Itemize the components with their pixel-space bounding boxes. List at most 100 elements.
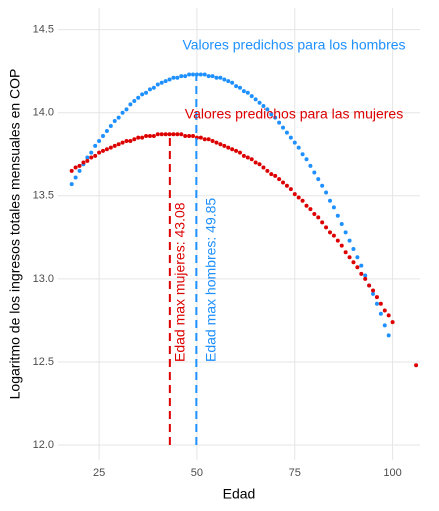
point bbox=[179, 132, 184, 137]
point bbox=[304, 203, 309, 208]
point bbox=[187, 133, 192, 138]
point bbox=[198, 72, 203, 77]
point bbox=[234, 84, 239, 89]
point bbox=[347, 238, 352, 243]
point bbox=[382, 323, 387, 328]
point bbox=[296, 195, 301, 200]
point bbox=[147, 133, 152, 138]
point bbox=[359, 271, 364, 276]
point bbox=[316, 177, 321, 182]
point bbox=[222, 143, 227, 148]
point bbox=[89, 150, 94, 155]
point bbox=[140, 92, 145, 97]
reference-label: Edad max mujeres: 43.08 bbox=[172, 202, 188, 362]
point bbox=[363, 276, 368, 281]
point bbox=[124, 138, 129, 143]
point bbox=[355, 255, 360, 260]
x-tick-label: 75 bbox=[289, 467, 301, 479]
point bbox=[363, 273, 368, 278]
point bbox=[269, 172, 274, 177]
point bbox=[351, 246, 356, 251]
point bbox=[120, 140, 125, 145]
reference-label: Edad max hombres: 49.85 bbox=[203, 198, 219, 362]
point bbox=[116, 115, 121, 120]
point bbox=[151, 133, 156, 138]
y-tick-label: 13.5 bbox=[33, 190, 54, 202]
point bbox=[108, 123, 113, 128]
point bbox=[374, 295, 379, 300]
point bbox=[104, 147, 109, 152]
point bbox=[257, 162, 262, 167]
point bbox=[245, 155, 250, 160]
point bbox=[183, 133, 188, 138]
point bbox=[112, 143, 117, 148]
point bbox=[281, 125, 286, 130]
point bbox=[288, 187, 293, 192]
point bbox=[116, 142, 121, 147]
point bbox=[144, 133, 149, 138]
point bbox=[171, 132, 176, 137]
point bbox=[179, 74, 184, 79]
point bbox=[296, 145, 301, 150]
point bbox=[218, 142, 223, 147]
point bbox=[202, 137, 207, 142]
point bbox=[136, 95, 141, 100]
point bbox=[253, 97, 258, 102]
point bbox=[155, 132, 160, 137]
point bbox=[191, 133, 196, 138]
point bbox=[351, 260, 356, 265]
point bbox=[198, 135, 203, 140]
series-label: Valores predichos para los hombres bbox=[182, 37, 405, 53]
point bbox=[331, 205, 336, 210]
point bbox=[245, 90, 250, 95]
point bbox=[343, 250, 348, 255]
point bbox=[136, 135, 141, 140]
point bbox=[304, 157, 309, 162]
point bbox=[378, 301, 383, 306]
point bbox=[175, 132, 180, 137]
y-tick-label: 12.0 bbox=[33, 439, 54, 451]
y-axis-label: Logaritmo de los ingresos totales mensua… bbox=[7, 69, 23, 400]
point bbox=[183, 74, 188, 79]
series-label: Valores predichos para las mujeres bbox=[185, 106, 403, 122]
point bbox=[374, 301, 379, 306]
point bbox=[265, 107, 270, 112]
point bbox=[230, 147, 235, 152]
point bbox=[277, 177, 282, 182]
point bbox=[237, 150, 242, 155]
point bbox=[261, 104, 266, 109]
point bbox=[300, 152, 305, 157]
point bbox=[210, 138, 215, 143]
point bbox=[359, 263, 364, 268]
point bbox=[73, 175, 78, 180]
point bbox=[140, 135, 145, 140]
point bbox=[320, 183, 325, 188]
point bbox=[335, 213, 340, 218]
point bbox=[101, 133, 106, 138]
point bbox=[343, 230, 348, 235]
point bbox=[273, 115, 278, 120]
point bbox=[124, 107, 129, 112]
point bbox=[167, 132, 172, 137]
point bbox=[155, 82, 160, 87]
point bbox=[253, 160, 258, 165]
point bbox=[163, 132, 168, 137]
point bbox=[132, 99, 137, 104]
point bbox=[206, 137, 211, 142]
point bbox=[163, 79, 168, 84]
point bbox=[210, 74, 215, 79]
point bbox=[241, 89, 246, 94]
point bbox=[386, 313, 391, 318]
point bbox=[202, 72, 207, 77]
point bbox=[101, 148, 106, 153]
point bbox=[371, 288, 376, 293]
point bbox=[159, 80, 164, 85]
point bbox=[292, 192, 297, 197]
point bbox=[386, 333, 391, 338]
point bbox=[367, 283, 372, 288]
point bbox=[230, 80, 235, 85]
point bbox=[320, 220, 325, 225]
point bbox=[308, 163, 313, 168]
point bbox=[414, 363, 419, 368]
